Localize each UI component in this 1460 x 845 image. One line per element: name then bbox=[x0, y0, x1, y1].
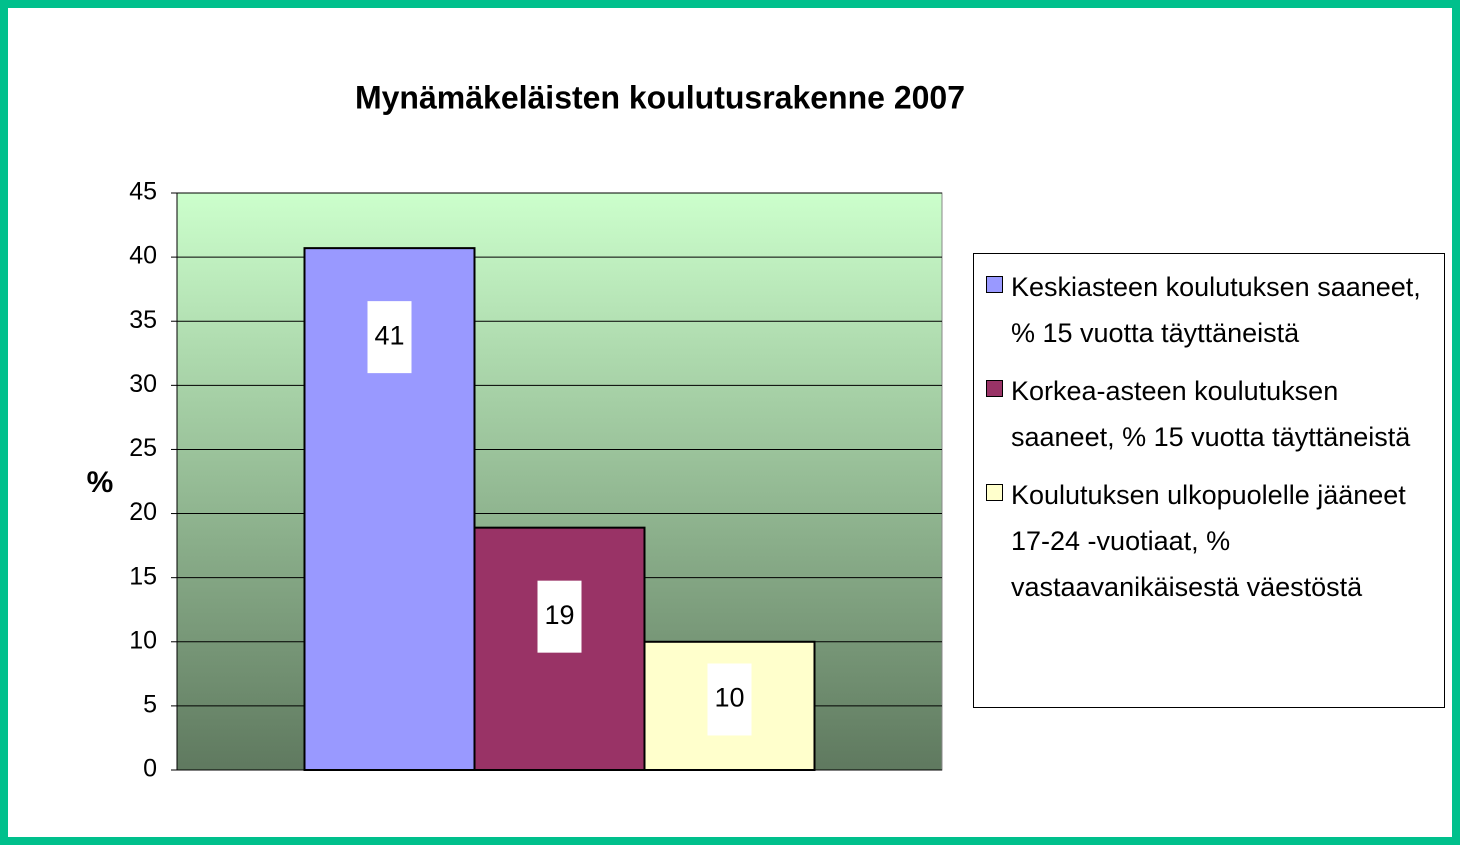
y-tick-label: 10 bbox=[129, 626, 157, 654]
legend-entry: Keskiasteen koulutuksen saaneet, % 15 vu… bbox=[986, 264, 1444, 356]
y-tick-label: 5 bbox=[143, 690, 157, 718]
y-tick-label: 30 bbox=[129, 370, 157, 398]
data-label: 41 bbox=[374, 320, 404, 350]
data-label: 19 bbox=[544, 600, 574, 630]
y-tick-label: 25 bbox=[129, 434, 157, 462]
y-axis-label: % bbox=[87, 466, 114, 499]
legend-swatch bbox=[986, 276, 1003, 293]
legend-label: Korkea-asteen koulutuksen saaneet, % 15 … bbox=[1011, 376, 1411, 452]
data-label-box bbox=[537, 580, 582, 653]
y-tick-label: 40 bbox=[129, 242, 157, 270]
data-label-box bbox=[707, 663, 752, 736]
legend-entry: Koulutuksen ulkopuolelle jääneet 17-24 -… bbox=[986, 472, 1444, 610]
y-tick-label: 45 bbox=[129, 178, 157, 206]
data-label: 10 bbox=[714, 683, 744, 713]
y-tick-label: 0 bbox=[143, 755, 157, 783]
legend: Keskiasteen koulutuksen saaneet, % 15 vu… bbox=[973, 253, 1445, 708]
chart-title: Mynämäkeläisten koulutusrakenne 2007 bbox=[355, 79, 965, 115]
legend-swatch bbox=[986, 484, 1003, 501]
y-tick-label: 35 bbox=[129, 306, 157, 334]
y-tick-label: 15 bbox=[129, 562, 157, 590]
legend-label: Koulutuksen ulkopuolelle jääneet 17-24 -… bbox=[1011, 480, 1406, 602]
legend-swatch bbox=[986, 380, 1003, 397]
data-label-box bbox=[367, 301, 412, 374]
legend-label: Keskiasteen koulutuksen saaneet, % 15 vu… bbox=[1011, 272, 1421, 348]
y-tick-label: 20 bbox=[129, 498, 157, 526]
legend-entry: Korkea-asteen koulutuksen saaneet, % 15 … bbox=[986, 368, 1444, 460]
